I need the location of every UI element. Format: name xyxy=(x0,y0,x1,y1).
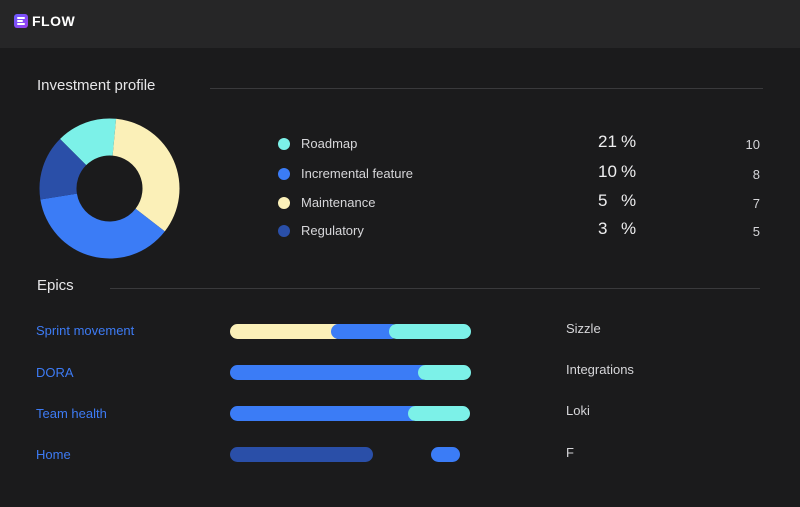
legend-percent: 21 xyxy=(598,132,617,151)
epic-bar-segment xyxy=(389,324,471,339)
epic-bar-segment xyxy=(417,365,471,380)
epic-team-label: Integrations xyxy=(566,362,634,377)
legend-label: Roadmap xyxy=(301,136,358,151)
donut-slice-roadmap xyxy=(60,118,117,166)
epic-bar-segment xyxy=(230,365,431,380)
epic-team-label: Sizzle xyxy=(566,321,601,336)
epic-team-label: Loki xyxy=(566,403,590,418)
epic-team-label: F xyxy=(566,445,574,460)
legend-percent-sign: % xyxy=(621,132,637,151)
epic-bar-segment xyxy=(230,406,421,421)
epic-bar-segment xyxy=(331,324,399,339)
legend-percent-sign: % xyxy=(621,219,637,238)
epic-bar-segment xyxy=(408,406,470,421)
legend-row-incremental-feature: Incremental feature 10 % 8 xyxy=(278,162,768,184)
legend-percent: 3 xyxy=(598,219,608,238)
epic-link-dora[interactable]: DORA xyxy=(36,365,74,380)
epic-link-team-health[interactable]: Team health xyxy=(36,406,107,421)
brand-name: FLOW xyxy=(32,13,76,29)
legend-row-regulatory: Regulatory 3 % 5 xyxy=(278,219,768,241)
epic-link-home[interactable]: Home xyxy=(36,447,71,462)
legend-row-maintenance: Maintenance 5 % 7 xyxy=(278,191,768,213)
top-bar: FLOW xyxy=(0,0,800,48)
investment-donut-chart xyxy=(39,118,180,259)
legend-percent: 10 xyxy=(598,162,617,181)
donut-slice-incremental-feature xyxy=(40,193,165,259)
flow-logo-icon xyxy=(14,14,28,28)
legend-count: 10 xyxy=(745,137,760,152)
epic-bar-segment xyxy=(230,447,374,462)
legend-label: Regulatory xyxy=(301,223,364,238)
legend-percent: 5 xyxy=(598,191,608,210)
legend-percent-sign: % xyxy=(621,191,637,210)
epic-bar-segment xyxy=(431,447,461,462)
epic-bar-segment xyxy=(230,324,344,339)
legend-dot-maintenance xyxy=(278,197,290,209)
donut-slice-regulatory xyxy=(39,139,87,200)
legend-count: 8 xyxy=(752,167,760,182)
legend-label: Incremental feature xyxy=(301,166,414,181)
legend-dot-incremental-feature xyxy=(278,168,290,180)
legend-percent-sign: % xyxy=(621,162,637,181)
legend-dot-regulatory xyxy=(278,225,290,237)
app-logo[interactable]: FLOW xyxy=(14,13,75,29)
investment-divider xyxy=(210,88,763,89)
legend-count: 7 xyxy=(752,196,760,211)
investment-profile-title: Investment profile xyxy=(37,77,156,94)
epic-link-sprint-movement[interactable]: Sprint movement xyxy=(36,323,135,338)
donut-slice-maintenance xyxy=(112,118,180,232)
epics-title: Epics xyxy=(37,277,74,294)
legend-dot-roadmap xyxy=(278,138,290,150)
epics-divider xyxy=(110,288,760,289)
legend-label: Maintenance xyxy=(301,195,376,210)
legend-count: 5 xyxy=(752,224,760,239)
legend-row-roadmap: Roadmap 21 % 10 xyxy=(278,132,768,154)
